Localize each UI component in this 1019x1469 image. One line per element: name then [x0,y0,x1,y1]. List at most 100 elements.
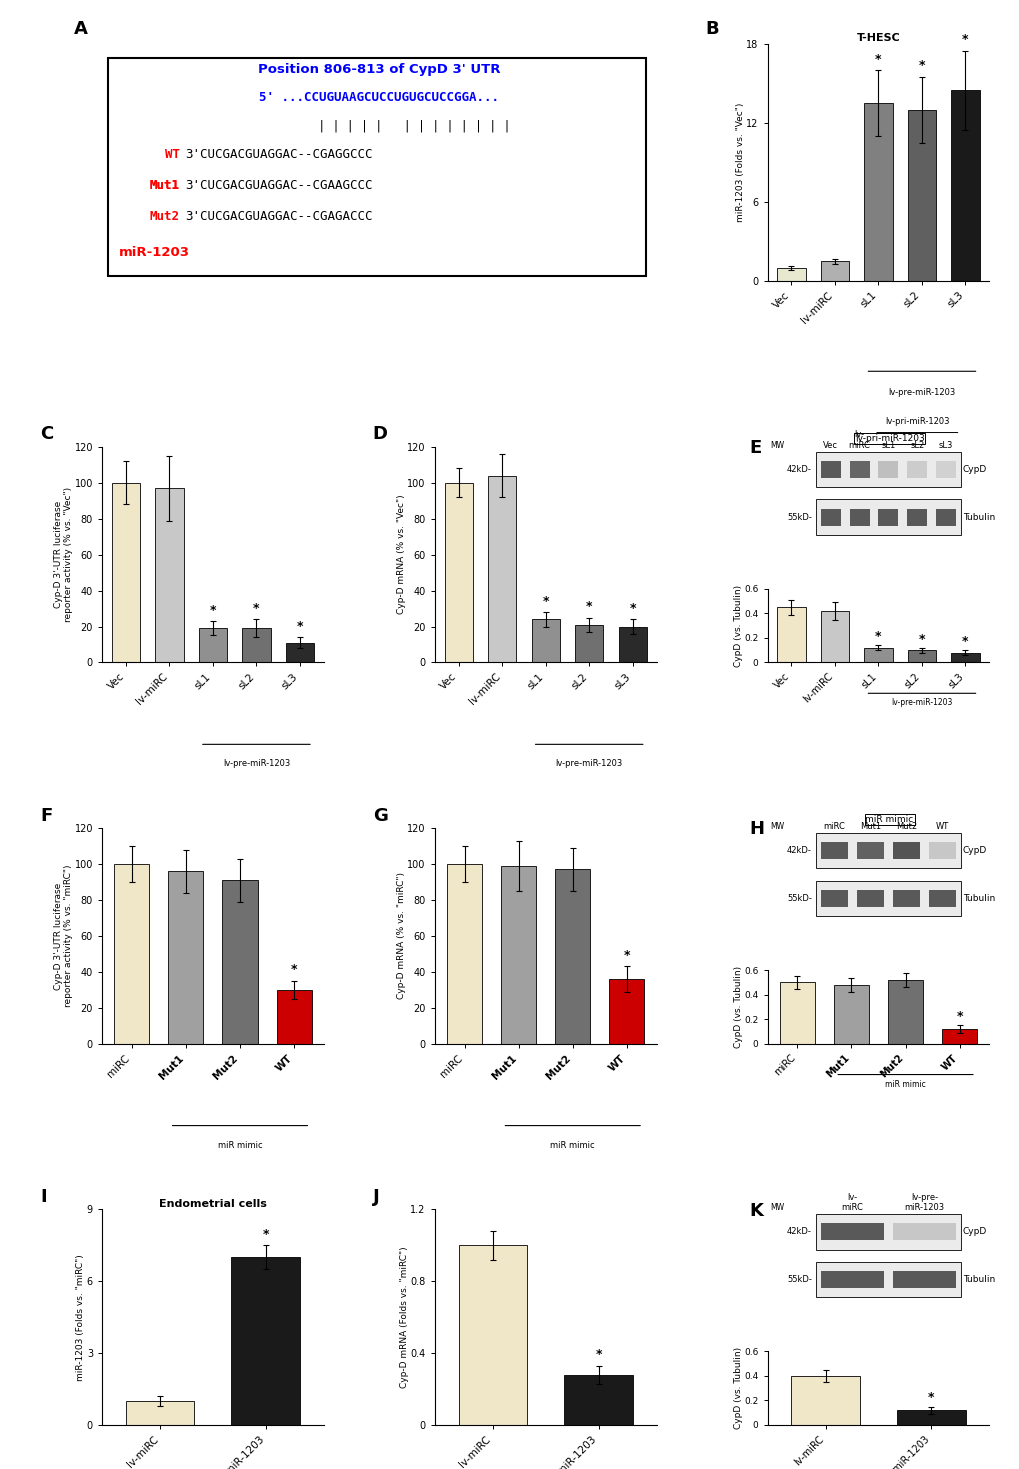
Text: Mut2: Mut2 [150,210,179,223]
Bar [815,451,960,488]
Text: *: * [542,595,548,608]
Y-axis label: CypD (vs. Tubulin): CypD (vs. Tubulin) [733,585,742,667]
Bar [285,642,314,663]
Text: miR mimic: miR mimic [884,1080,925,1089]
Text: sL1: sL1 [880,441,895,450]
Bar [444,483,473,663]
Bar [779,983,814,1043]
Bar [951,90,978,281]
Text: Mut1: Mut1 [150,179,179,192]
Text: WT: WT [164,148,179,162]
Text: MW: MW [769,823,784,831]
Text: *: * [961,32,968,46]
Text: *: * [262,1228,269,1241]
Bar [776,607,805,663]
Text: 3'CUCGACGUAGGAC--CGAGACCC: 3'CUCGACGUAGGAC--CGAGACCC [185,210,372,223]
Bar [877,461,898,477]
Text: lv-pri-miR-1203: lv-pri-miR-1203 [884,417,949,426]
Text: CypD: CypD [962,464,986,474]
Text: G: G [372,806,387,824]
Text: Mut2: Mut2 [895,823,916,831]
Text: *: * [297,620,303,633]
Y-axis label: Cyp-D 3'-UTR luciferase
reporter activity (% vs. "Vec"): Cyp-D 3'-UTR luciferase reporter activit… [54,488,73,623]
Text: I: I [40,1188,47,1206]
Y-axis label: Cyp-D 3'-UTR luciferase
reporter activity (% vs. "miRC"): Cyp-D 3'-UTR luciferase reporter activit… [54,865,73,1008]
Y-axis label: miR-1203 (Folds vs. "Vec"): miR-1203 (Folds vs. "Vec") [735,103,744,222]
Text: Mut1: Mut1 [859,823,880,831]
Text: CypD: CypD [962,1227,986,1237]
Bar [618,626,646,663]
Text: J: J [372,1188,379,1206]
Text: miR-1203: miR-1203 [118,245,190,259]
Text: 3'CUCGACGUAGGAC--CGAGGCCC: 3'CUCGACGUAGGAC--CGAGGCCC [185,148,372,162]
Bar [849,508,869,526]
Bar [114,864,149,1043]
Text: *: * [956,1011,962,1022]
Text: CypD: CypD [962,846,986,855]
Text: lv-pre-miR-1203: lv-pre-miR-1203 [555,759,623,768]
Text: | | | | |   | | | | | | | |: | | | | | | | | | | | | | [248,120,511,132]
Text: 42kD-: 42kD- [787,846,811,855]
Title: Endometrial cells: Endometrial cells [159,1199,267,1209]
Text: 42kD-: 42kD- [787,1227,811,1237]
Text: miR mimic: miR mimic [217,1140,262,1150]
Bar [907,651,935,663]
Text: C: C [40,426,53,444]
Bar [554,870,590,1043]
Bar [892,1271,955,1288]
Bar [276,990,312,1043]
Bar [863,103,892,281]
Text: WT: WT [935,823,949,831]
Bar [815,833,960,868]
Bar [820,1224,883,1240]
Title: T-HESC: T-HESC [856,34,900,43]
Text: Position 806-813 of CypD 3' UTR: Position 806-813 of CypD 3' UTR [258,63,500,76]
Text: Vec: Vec [822,441,838,450]
Bar [907,461,926,477]
Bar [776,267,805,281]
Bar [892,842,919,859]
Text: *: * [623,949,630,962]
Text: *: * [927,1391,933,1404]
Bar [231,1257,300,1425]
Bar [833,984,868,1043]
Bar [564,1375,632,1425]
Text: Tubulin: Tubulin [962,513,995,521]
Bar [907,110,935,281]
Bar [935,508,955,526]
Bar [928,842,955,859]
Bar [856,842,883,859]
Text: 55kD-: 55kD- [787,513,811,521]
Bar [243,629,270,663]
Text: D: D [372,426,387,444]
Bar [820,890,847,906]
Text: Tubulin: Tubulin [962,1275,995,1284]
Bar [168,871,203,1043]
Bar [820,1271,883,1288]
Text: sL2: sL2 [909,441,923,450]
Text: Mut1: Mut1 [150,179,179,192]
Text: 5' ...CCUGUAAGCUCCUGUGCUCCGGA...: 5' ...CCUGUAAGCUCCUGUGCUCCGGA... [259,91,499,104]
Text: lv-pre-miR-1203: lv-pre-miR-1203 [222,759,289,768]
Text: *: * [961,635,968,648]
Text: Tubulin: Tubulin [962,893,995,903]
Y-axis label: CypD (vs. Tubulin): CypD (vs. Tubulin) [733,965,742,1047]
Bar [531,620,559,663]
Y-axis label: Cyp-D mRNA (Folds vs. "miRC"): Cyp-D mRNA (Folds vs. "miRC") [399,1246,409,1388]
Bar [500,865,536,1043]
Bar [892,1224,955,1240]
Text: 55kD-: 55kD- [787,1275,811,1284]
Text: *: * [629,602,635,616]
Text: *: * [210,604,216,617]
Bar [112,483,140,663]
Text: 55kD-: 55kD- [787,893,811,903]
Text: lv-
miRC: lv- miRC [848,430,869,450]
Text: B: B [705,21,718,38]
Y-axis label: miR-1203 (Folds vs. "miRC"): miR-1203 (Folds vs. "miRC") [76,1253,86,1381]
Bar [935,461,955,477]
Y-axis label: CypD (vs. Tubulin): CypD (vs. Tubulin) [733,1347,742,1429]
Bar [487,476,516,663]
Text: *: * [918,633,924,645]
Text: lv-pri-miR-1203: lv-pri-miR-1203 [854,433,923,444]
Bar [608,978,644,1043]
